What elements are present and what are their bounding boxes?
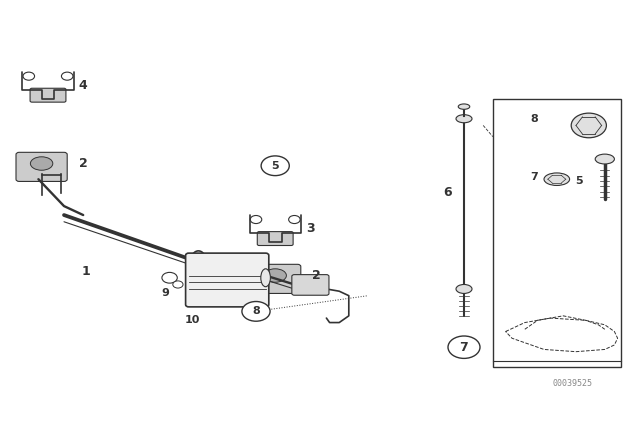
Circle shape [242, 302, 270, 321]
Text: 6: 6 [444, 186, 452, 199]
Circle shape [162, 272, 177, 283]
Text: 8: 8 [531, 114, 538, 124]
Ellipse shape [458, 104, 470, 109]
Text: 10: 10 [184, 315, 200, 325]
Text: 7: 7 [531, 172, 538, 182]
Ellipse shape [572, 113, 607, 138]
FancyBboxPatch shape [493, 99, 621, 367]
Circle shape [448, 336, 480, 358]
Circle shape [23, 72, 35, 80]
Text: 2: 2 [79, 157, 88, 170]
Text: 2: 2 [312, 269, 321, 282]
Text: 4: 4 [79, 78, 88, 92]
Ellipse shape [31, 157, 53, 170]
Text: 9: 9 [161, 289, 169, 298]
Ellipse shape [595, 154, 614, 164]
FancyBboxPatch shape [186, 253, 269, 307]
Text: 5: 5 [271, 161, 279, 171]
Ellipse shape [261, 269, 270, 287]
Circle shape [61, 72, 73, 80]
FancyBboxPatch shape [292, 275, 329, 295]
Text: 1: 1 [82, 264, 91, 278]
Ellipse shape [264, 269, 287, 282]
Circle shape [173, 281, 183, 288]
Circle shape [250, 215, 262, 224]
Text: 7: 7 [460, 340, 468, 354]
FancyBboxPatch shape [16, 152, 67, 181]
Ellipse shape [544, 173, 570, 185]
Text: 3: 3 [306, 222, 315, 235]
FancyBboxPatch shape [257, 232, 293, 246]
Text: 8: 8 [252, 306, 260, 316]
Text: 00039525: 00039525 [553, 379, 593, 388]
FancyBboxPatch shape [250, 264, 301, 293]
Circle shape [261, 156, 289, 176]
FancyBboxPatch shape [30, 88, 66, 102]
Ellipse shape [456, 115, 472, 123]
Ellipse shape [456, 284, 472, 293]
Circle shape [289, 215, 300, 224]
Text: 5: 5 [575, 177, 583, 186]
